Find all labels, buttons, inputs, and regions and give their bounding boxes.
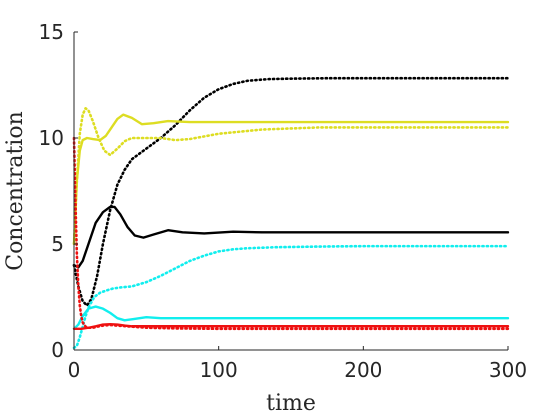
ticks: 0 100 200 300 0 5 10 15	[39, 20, 528, 382]
x-tick-label-2: 200	[344, 358, 382, 382]
x-tick-label-1: 100	[200, 358, 238, 382]
series-line-8	[72, 136, 510, 331]
y-tick-label-1: 5	[51, 232, 64, 256]
x-tick-label-3: 300	[489, 358, 527, 382]
series-line-1	[72, 205, 510, 269]
y-tick-label-3: 15	[39, 20, 64, 44]
axes	[73, 32, 508, 351]
series-layer	[72, 76, 510, 350]
x-tick-label-0: 0	[68, 358, 81, 382]
series-line-3	[72, 113, 510, 246]
y-tick-label-0: 0	[51, 338, 64, 362]
x-axis-label: time	[266, 391, 316, 416]
y-axis-label: Concentration	[3, 111, 28, 271]
y-tick-label-2: 10	[39, 126, 64, 150]
series-line-2	[72, 76, 510, 307]
series-line-6	[72, 244, 510, 350]
series-line-4	[72, 107, 510, 246]
